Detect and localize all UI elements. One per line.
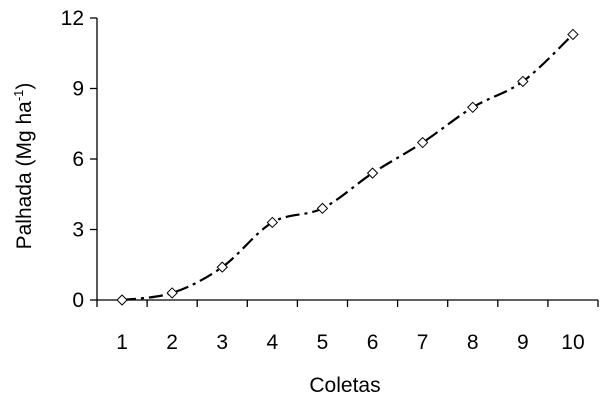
data-point <box>166 287 178 299</box>
x-tick-label: 1 <box>116 331 128 354</box>
data-point <box>517 75 529 88</box>
y-axis-title: Palhada (Mg ha-1) <box>11 83 36 250</box>
y-axis-title-main: Palhada (Mg ha <box>13 101 36 250</box>
series-line <box>121 33 574 302</box>
y-axis-title-superscript: -1 <box>11 90 26 102</box>
y-tick-label: 0 <box>72 289 84 312</box>
x-tick-label: 5 <box>317 331 329 354</box>
data-point <box>567 28 579 41</box>
x-tick-label: 6 <box>367 331 379 354</box>
x-tick-label: 3 <box>216 331 228 354</box>
data-point <box>316 202 329 215</box>
x-tick-label: 7 <box>417 331 429 354</box>
y-tick-label: 12 <box>61 7 84 30</box>
y-axis-title-suffix: ) <box>13 83 36 90</box>
y-tick-label: 9 <box>72 78 84 101</box>
x-tick-label: 2 <box>166 331 178 354</box>
data-point <box>366 167 379 179</box>
x-tick-label: 4 <box>267 331 279 354</box>
axes <box>90 17 599 307</box>
data-point <box>467 101 479 114</box>
data-point <box>266 216 279 229</box>
x-tick-labels: 1 2 3 4 5 6 7 8 9 10 <box>116 331 584 354</box>
x-tick-label: 10 <box>561 331 584 354</box>
y-tick-label: 6 <box>72 148 84 171</box>
data-markers <box>116 28 579 306</box>
y-tick-label: 3 <box>72 219 84 242</box>
y-tick-labels: 0 3 6 9 12 <box>61 7 84 312</box>
data-point <box>116 294 128 306</box>
x-axis-title: Coletas <box>309 374 380 397</box>
data-point <box>216 261 228 273</box>
data-point <box>416 136 429 149</box>
x-tick-label: 8 <box>467 331 479 354</box>
x-tick-label: 9 <box>517 331 529 354</box>
